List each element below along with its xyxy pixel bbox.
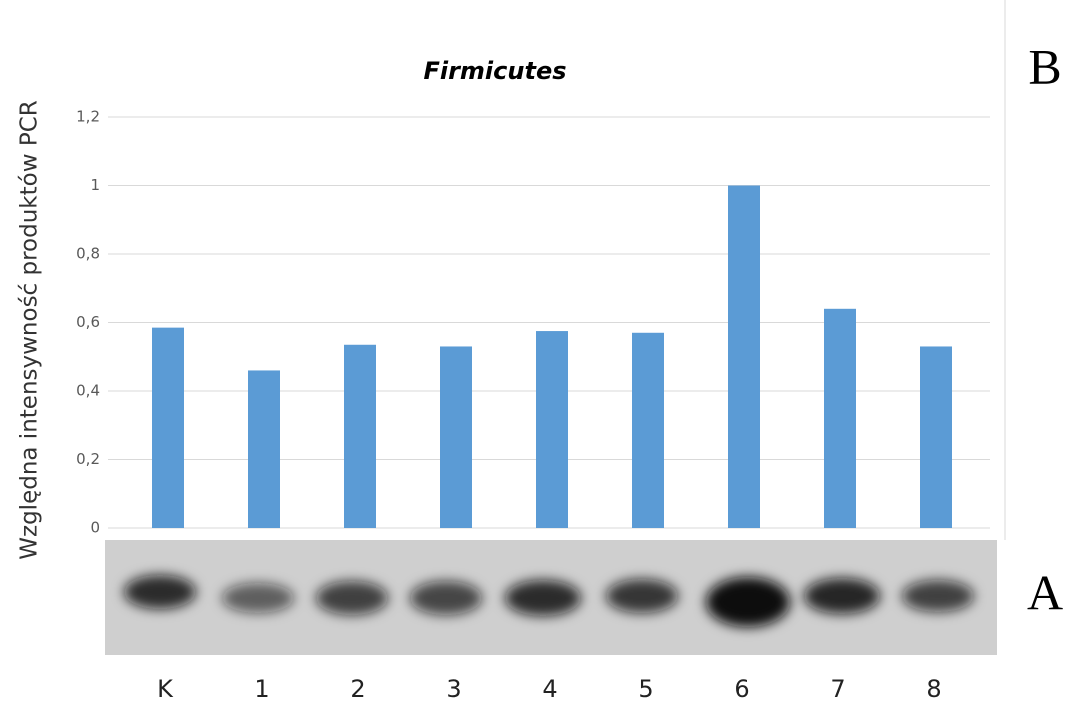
y-axis-label: Względna intensywność produktów PCR (17, 100, 43, 560)
gel-band (124, 575, 196, 609)
bar (152, 328, 184, 528)
bar (344, 345, 376, 528)
bar (632, 333, 664, 528)
gel-band (316, 581, 388, 615)
bar (536, 331, 568, 528)
chart: Firmicutes Względna intensywność produkt… (0, 0, 1075, 706)
x-tick-label: 6 (734, 675, 749, 703)
x-tick-label: 1 (254, 675, 269, 703)
gel-band (902, 580, 974, 612)
gel-band (410, 581, 482, 615)
bar (728, 186, 760, 529)
gel-band (505, 580, 581, 616)
bar (824, 309, 856, 528)
x-tick-label: K (157, 675, 174, 703)
gel-band (804, 578, 880, 614)
gel-image (105, 540, 997, 655)
y-tick-label: 0,4 (76, 382, 100, 400)
x-tick-label: 8 (926, 675, 941, 703)
panel-label: A (1027, 564, 1063, 620)
x-tick-label: 4 (542, 675, 557, 703)
gel-band (706, 577, 790, 627)
y-tick-label: 1 (90, 176, 100, 194)
gel-band (222, 583, 294, 613)
x-tick-label: 5 (638, 675, 653, 703)
y-tick-label: 1,2 (76, 108, 100, 126)
y-tick-label: 0,8 (76, 245, 100, 263)
chart-title: Firmicutes (423, 57, 566, 85)
x-tick-label: 3 (446, 675, 461, 703)
y-tick-label: 0,6 (76, 313, 100, 331)
bar (440, 346, 472, 528)
x-tick-label: 2 (350, 675, 365, 703)
panel-label: B (1028, 38, 1061, 94)
y-tick-label: 0,2 (76, 450, 100, 468)
bar (248, 370, 280, 528)
bar (920, 346, 952, 528)
x-tick-label: 7 (830, 675, 845, 703)
gel-band (606, 579, 678, 613)
y-tick-label: 0 (90, 519, 100, 537)
